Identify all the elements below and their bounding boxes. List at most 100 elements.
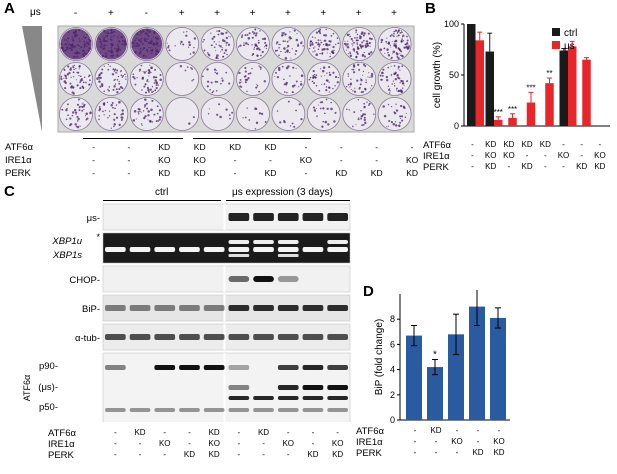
genotype-cell: - [262, 450, 265, 459]
culture-well [200, 27, 235, 61]
culture-well [59, 27, 93, 61]
genotype-cell: - [455, 426, 459, 435]
genotype-cell: KO [331, 439, 344, 448]
genotype-cell: KD [370, 168, 383, 178]
panel-a-letter: A [4, 0, 15, 17]
genotype-cell: KD [183, 450, 195, 459]
bar [485, 51, 494, 126]
genotype-cell: KO [282, 439, 295, 448]
genotype-cell: KD [485, 140, 497, 149]
panel-a-mu-label: μs [30, 7, 41, 18]
genotype-row-label: ATF6α [423, 140, 452, 151]
culture-well [306, 62, 341, 96]
culture-well [377, 62, 412, 96]
genotype-cell: - [543, 151, 547, 160]
blot-label-p50: p50- [39, 402, 58, 413]
genotype-cell: KO [493, 437, 505, 446]
genotype-cell: - [188, 428, 191, 437]
panel-c-letter: C [4, 183, 15, 200]
bar [494, 119, 503, 126]
genotype-row-label: PERK [48, 450, 74, 461]
mu-sign: + [391, 8, 398, 19]
culture-well [200, 97, 235, 131]
mu-sign: + [249, 8, 256, 19]
genotype-cell: - [339, 155, 343, 165]
genotype-cell: KD [472, 448, 484, 457]
genotype-cell: - [269, 155, 272, 165]
mu-sign: - [144, 8, 148, 19]
legend-label: μs [564, 41, 575, 52]
genotype-cell: - [598, 140, 602, 149]
legend-swatch [552, 28, 560, 36]
panel-a-genotype-table: ATF6α - - KD KD KD KD - - - - IRE1α - - KO KO - - KO - - KO PE… [5, 138, 418, 180]
genotype-cell: - [339, 142, 343, 152]
genotype-row-label: PERK [356, 448, 382, 459]
blot-mu [102, 203, 351, 231]
genotype-cell: - [413, 426, 417, 435]
panel-d-genotype-table: ATF6α - KD - - - IRE1α - - KO - KO PERK - - - KD KD [356, 424, 516, 468]
genotype-cell: - [580, 140, 584, 149]
y-tick-label: 2 [390, 390, 395, 400]
group-underline [193, 138, 311, 139]
genotype-cell: KD [485, 162, 497, 171]
mu-sign: + [284, 8, 291, 19]
genotype-cell: - [138, 450, 142, 459]
mu-sign: + [214, 8, 221, 19]
culture-well [306, 97, 341, 131]
panel-b-letter: B [425, 0, 436, 17]
bar [475, 40, 484, 126]
genotype-cell: - [507, 162, 511, 171]
culture-well [94, 27, 129, 61]
genotype-cell: KD [406, 168, 418, 178]
genotype-cell: - [114, 450, 117, 459]
genotype-row-label: PERK [5, 168, 31, 179]
genotype-cell: - [476, 426, 480, 435]
panel-a-plate-figure [22, 25, 415, 133]
genotype-cell: KO [299, 155, 313, 165]
genotype-cell: - [311, 439, 315, 448]
genotype-cell: - [543, 162, 547, 171]
genotype-cell: KD [335, 168, 348, 178]
culture-well [271, 62, 306, 96]
ctrl-group-line [103, 200, 221, 201]
culture-well [236, 27, 270, 61]
genotype-cell: KO [405, 155, 419, 165]
genotype-cell: KD [521, 162, 533, 171]
genotype-cell: KD [134, 428, 146, 437]
genotype-cell: KD [257, 428, 270, 437]
genotype-cell: KO [193, 155, 206, 165]
culture-well [59, 62, 93, 96]
genotype-cell: - [188, 439, 191, 448]
genotype-cell: KD [307, 450, 319, 459]
genotype-cell: KD [576, 162, 588, 171]
genotype-cell: - [562, 140, 565, 149]
genotype-cell: - [114, 439, 117, 448]
panel-c-group-ctrl: ctrl [155, 187, 169, 198]
significance-mark: ** [546, 69, 552, 78]
bar [559, 50, 568, 126]
mu-sign: + [178, 8, 185, 19]
genotype-cell: KO [451, 437, 463, 446]
genotype-cell: - [262, 439, 265, 448]
y-tick-label: 100 [444, 19, 459, 29]
genotype-cell: - [476, 437, 480, 446]
genotype-cell: KO [484, 151, 497, 160]
genotype-cell: - [410, 142, 414, 152]
culture-well [165, 62, 200, 96]
panel-b-genotype-table: ATF6α - KD KD KD KD - - - IRE1α - KO KO - - KO - KO PERK - K… [423, 138, 617, 182]
genotype-cell: KD [193, 142, 206, 152]
bar [469, 306, 485, 420]
genotype-cell: KD [208, 428, 220, 437]
panel-a-mu-row: - + - + + + + + + + [58, 8, 412, 20]
culture-well [271, 27, 306, 61]
genotype-cell: - [127, 168, 131, 178]
bar [568, 46, 577, 126]
culture-well [236, 62, 270, 96]
y-tick-label: 8 [390, 314, 395, 324]
genotype-row-label: IRE1α [48, 439, 75, 450]
blot-xbp [102, 232, 351, 264]
genotype-cell: - [237, 428, 241, 437]
bar [508, 117, 517, 126]
culture-well [129, 27, 164, 61]
